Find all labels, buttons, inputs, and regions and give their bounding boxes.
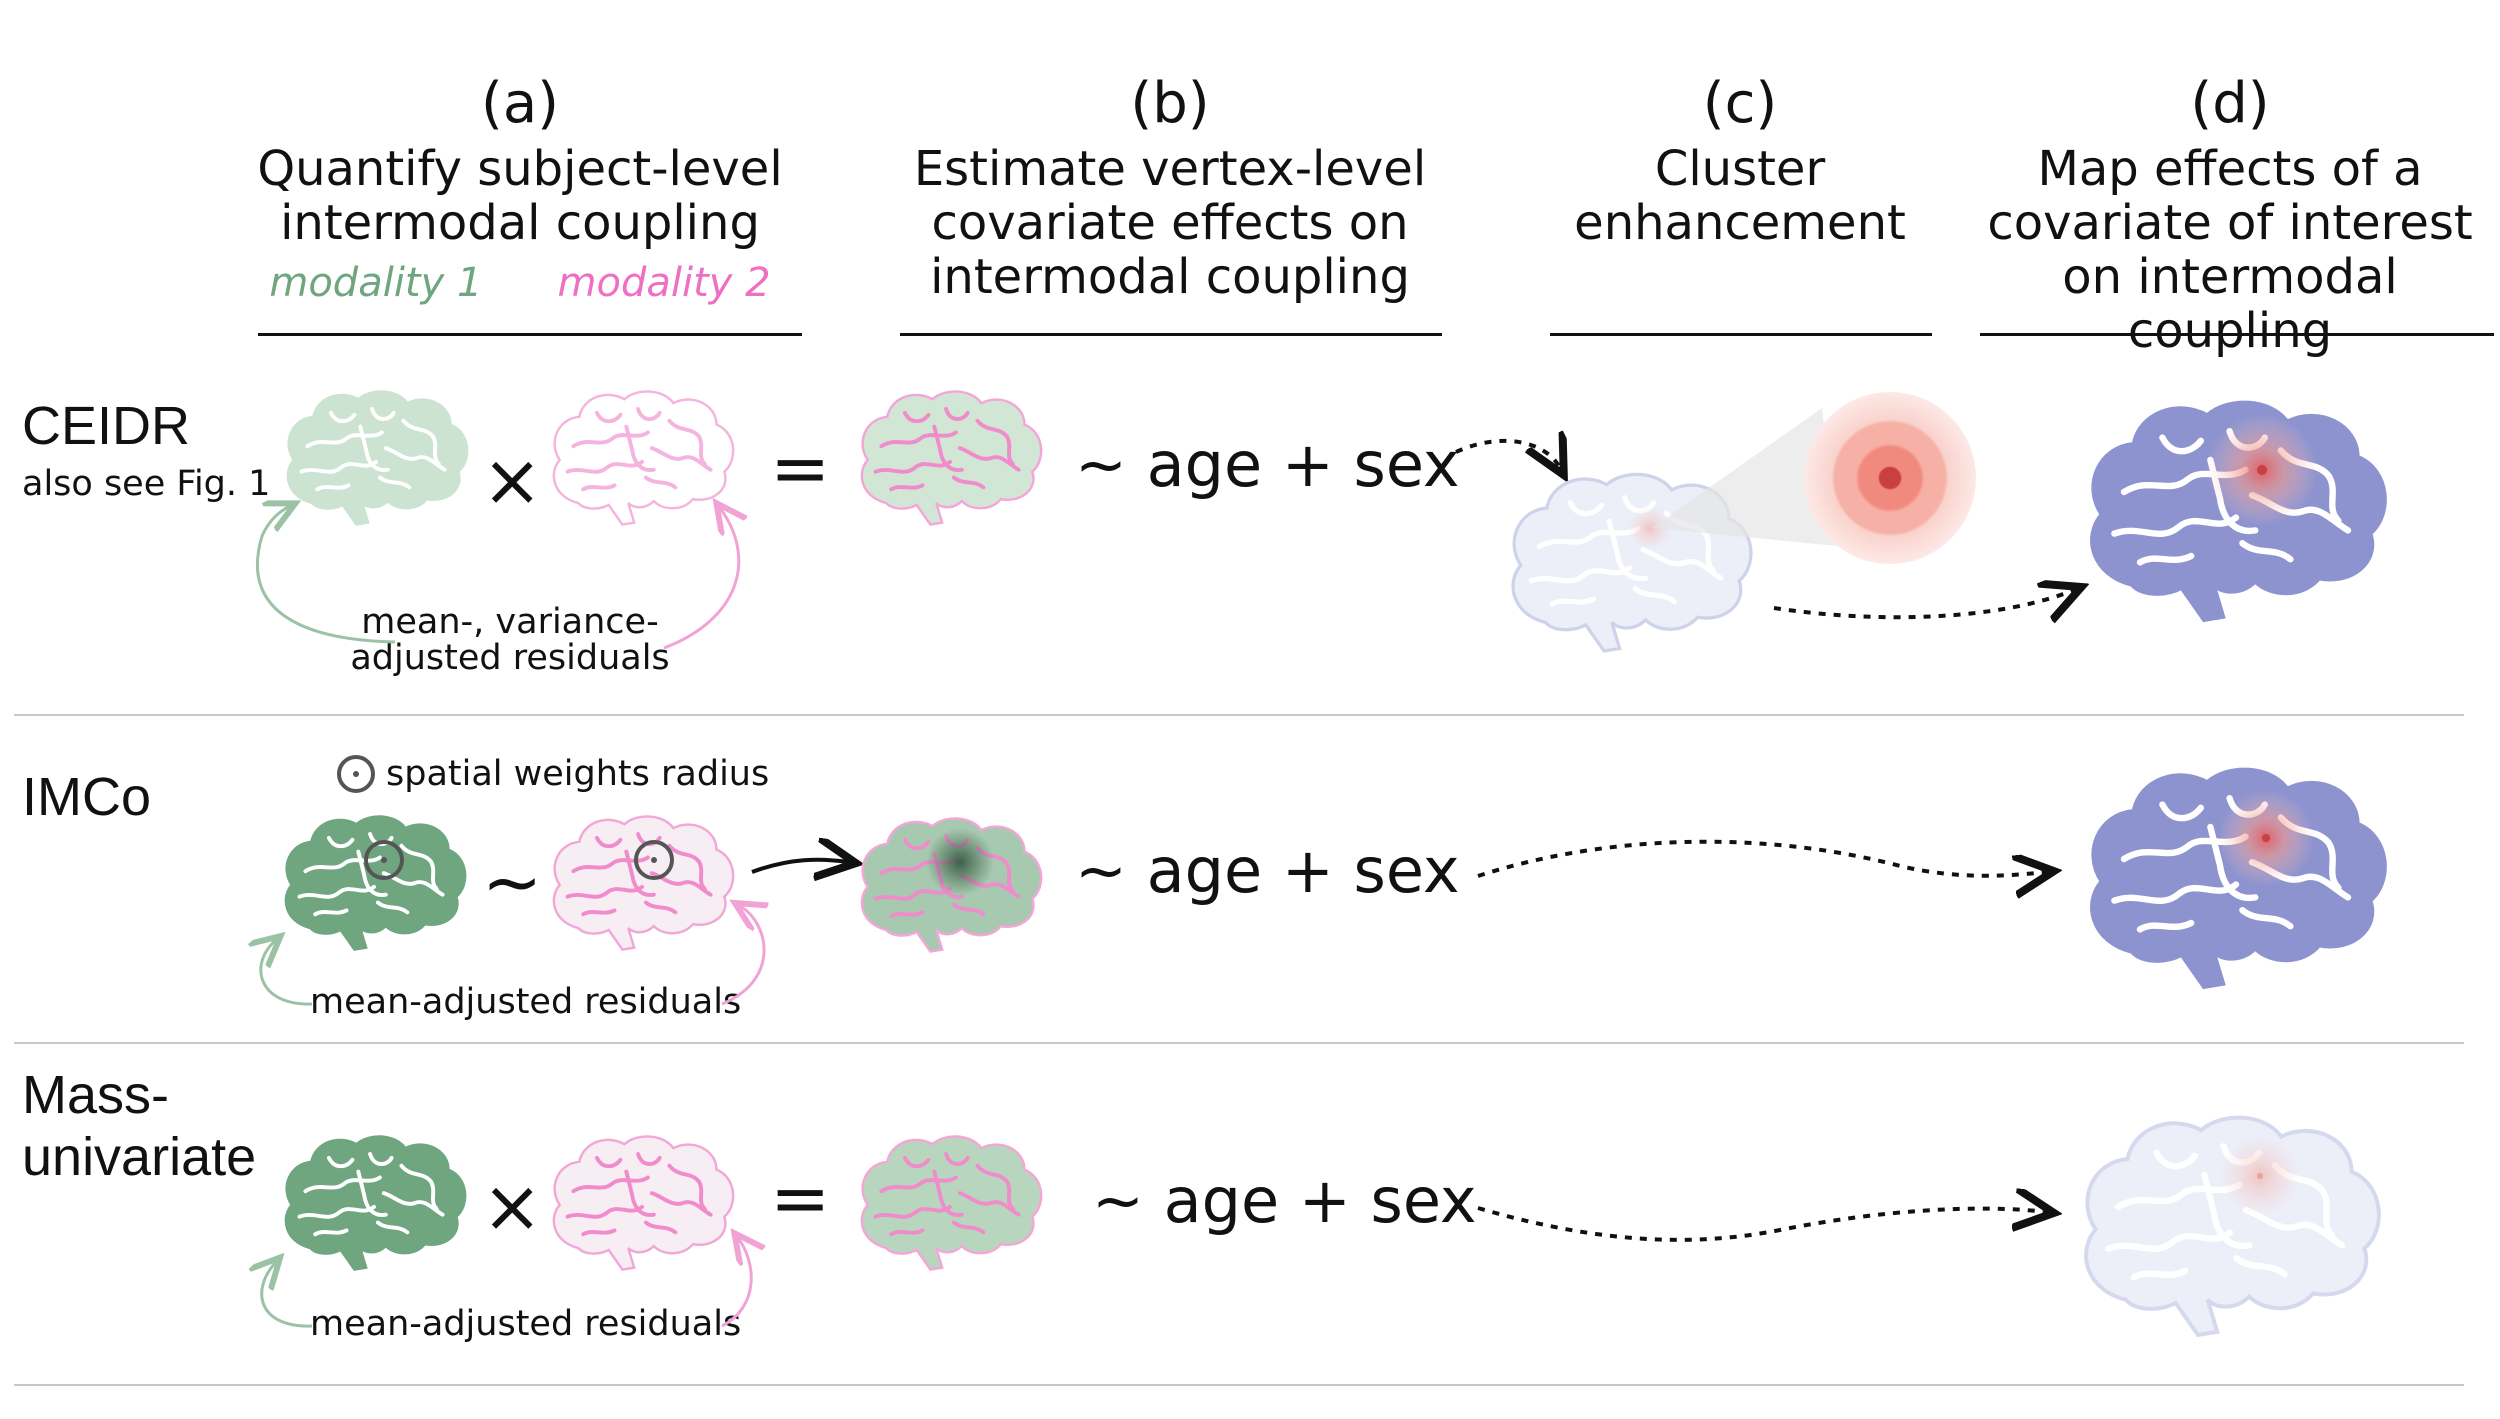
mass-arrow-left-icon — [262, 1262, 313, 1328]
column-b-title-line2: covariate effects on — [931, 195, 1409, 251]
column-c-title-line2: enhancement — [1574, 195, 1906, 251]
modality-1-label: modality 1 — [269, 260, 483, 306]
mass-univariate-label-line1: Mass- — [22, 1065, 169, 1125]
ceidr-modality2-brain-icon — [553, 391, 734, 525]
column-d-rule — [1980, 333, 2494, 336]
row-label-ceidr: CEIDR also see Fig. 1 — [22, 395, 270, 515]
column-d-title-line1: Map effects of a — [2037, 141, 2423, 197]
imco-dotted-arrow-icon — [1477, 839, 2046, 876]
column-c-header: (c) Cluster enhancement — [1540, 71, 1940, 251]
ceidr-formula: ~ age + sex — [1075, 428, 1460, 501]
imco-tilde-operator: ~ — [482, 840, 543, 924]
column-a-letter: (a) — [480, 71, 559, 136]
mass-arrow-right-icon — [721, 1238, 751, 1328]
mass-effect-hotspot-core — [2257, 1173, 2263, 1179]
column-a-title-line2: intermodal coupling — [280, 195, 760, 251]
column-b-rule — [900, 333, 1442, 336]
ceidr-dotted-arrow-1-icon — [1455, 441, 1560, 468]
row-separator-1 — [14, 714, 2464, 716]
imco-solid-arrow-icon — [751, 860, 848, 872]
imco-note-line1: mean-adjusted residuals — [310, 982, 742, 1022]
cluster-hotspot — [1628, 506, 1672, 550]
ceidr-sublabel: also see Fig. 1 — [22, 464, 271, 504]
ceidr-arrow-left-icon — [256, 506, 396, 644]
radius-legend-icon — [337, 755, 375, 793]
ceidr-modality1-brain-icon — [287, 391, 468, 525]
mass-product-brain-icon — [861, 1136, 1042, 1270]
imco-arrow-left-icon — [261, 940, 313, 1006]
ceidr-product-brain-icon — [861, 391, 1042, 525]
mass-univariate-label-line2: univariate — [22, 1127, 257, 1187]
column-b-title-line3: intermodal coupling — [930, 249, 1410, 305]
imco-radius-icon-2 — [634, 840, 674, 880]
column-d-title-line3: on intermodal coupling — [2062, 249, 2398, 359]
column-a-header: (a) Quantify subject-level intermodal co… — [180, 71, 860, 307]
row-separator-3 — [14, 1384, 2464, 1386]
column-d-letter: (d) — [2190, 71, 2270, 136]
ceidr-times-operator: × — [482, 438, 543, 522]
column-d-title-line2: covariate of interest — [1987, 195, 2473, 251]
imco-label: IMCo — [22, 767, 152, 827]
mass-times-operator: × — [482, 1164, 543, 1248]
column-c-letter: (c) — [1702, 71, 1778, 136]
column-c-rule — [1550, 333, 1932, 336]
mass-dotted-arrow-icon — [1477, 1208, 2046, 1242]
ceidr-arrow-right-icon — [663, 508, 739, 650]
row-label-imco: IMCo — [22, 766, 151, 828]
column-c-title-line1: Cluster — [1654, 141, 1826, 197]
imco-effect-hotspot-core — [2262, 834, 2270, 842]
mass-formula: ~ age + sex — [1092, 1164, 1477, 1237]
mass-equals-operator: = — [770, 1156, 831, 1240]
ceidr-effect-hotspot-core — [2257, 465, 2267, 475]
zoom-cone — [1652, 408, 1838, 546]
modality-2-label: modality 2 — [557, 260, 771, 306]
imco-radius-icon-2-dot — [651, 857, 657, 863]
imco-modality2-brain-icon — [553, 816, 734, 950]
mass-note-line1: mean-adjusted residuals — [310, 1304, 742, 1344]
ceidr-label: CEIDR — [22, 396, 191, 456]
imco-coupling-dark-spot — [926, 828, 994, 896]
column-b-letter: (b) — [1130, 71, 1210, 136]
imco-radius-icon-1 — [364, 840, 404, 880]
ceidr-dotted-arrow-2-icon — [1773, 590, 2074, 617]
imco-modality1-brain-icon — [285, 816, 466, 950]
column-a-rule — [258, 333, 802, 336]
mass-modality2-brain-icon — [553, 1136, 734, 1270]
mass-residuals-note: mean-adjusted residuals — [310, 1304, 742, 1344]
ceidr-note-line1: mean-, variance- — [361, 602, 659, 642]
zoom-lens-target-icon — [1804, 392, 1976, 564]
row-label-mass-univariate: Mass- univariate — [22, 1064, 256, 1188]
row-separator-2 — [14, 1042, 2464, 1044]
ceidr-note-line2: adjusted residuals — [350, 638, 670, 678]
radius-legend-icon-dot — [353, 771, 359, 777]
imco-arrow-right-icon — [721, 906, 764, 1006]
ceidr-residuals-note: mean-, variance- adjusted residuals — [310, 604, 710, 676]
column-d-header: (d) Map effects of a covariate of intere… — [1960, 71, 2500, 359]
column-b-title-line1: Estimate vertex-level — [913, 141, 1427, 197]
ceidr-equals-operator: = — [770, 426, 831, 510]
radius-label: spatial weights radius — [386, 754, 770, 794]
imco-residuals-note: mean-adjusted residuals — [310, 982, 742, 1022]
mass-modality1-brain-icon — [285, 1136, 466, 1270]
column-a-title-line1: Quantify subject-level — [257, 141, 783, 197]
column-b-header: (b) Estimate vertex-level covariate effe… — [880, 71, 1460, 305]
imco-radius-icon-1-dot — [381, 857, 387, 863]
imco-formula: ~ age + sex — [1075, 834, 1460, 907]
